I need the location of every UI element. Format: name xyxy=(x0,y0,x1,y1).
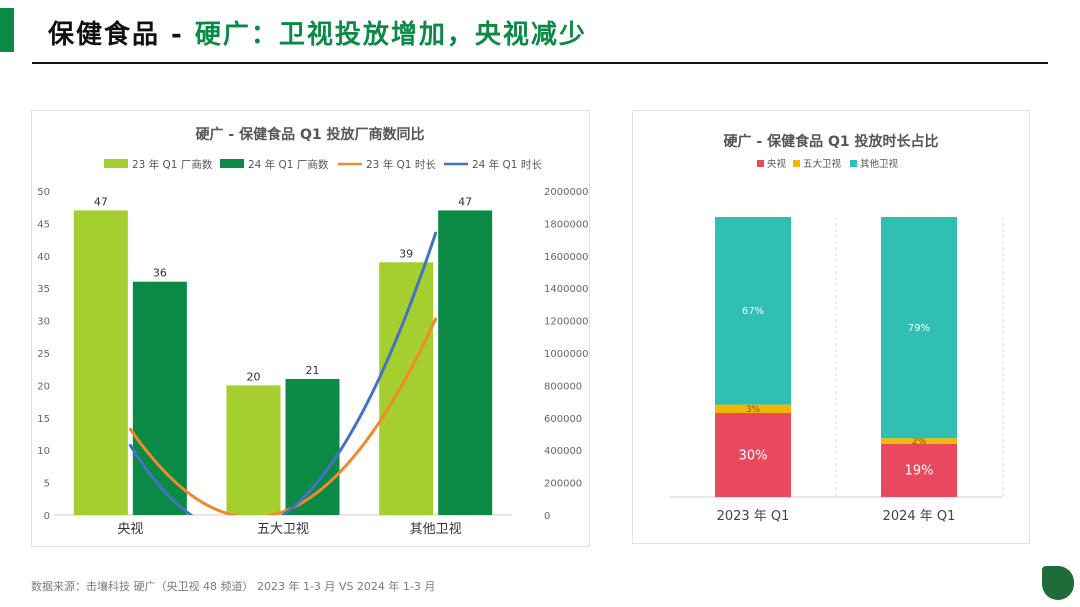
duration-share-chart-panel: 硬广 - 保健食品 Q1 投放时长占比央视 五大卫视 其他卫视 2023 年 Q1 30… xyxy=(632,110,1030,544)
y2-tick-label: 800000 xyxy=(544,381,582,392)
y-tick-label: 45 xyxy=(37,219,50,230)
segment-value-label: 2% xyxy=(912,437,927,447)
y-tick-label: 35 xyxy=(37,284,50,295)
legend-label: 24 年 Q1 时长 xyxy=(472,158,542,171)
legend-swatch xyxy=(850,160,857,167)
vendor-count-chart: 硬广 - 保健食品 Q1 投放厂商数同比 23 年 Q1 厂商数 24 年 Q1 厂… xyxy=(37,126,589,537)
bar xyxy=(438,210,493,515)
y-tick-label: 20 xyxy=(37,381,50,392)
stacked-segment xyxy=(881,438,957,444)
segment-value-label: 67% xyxy=(742,306,764,317)
y2-tick-label: 1800000 xyxy=(544,219,589,230)
segment-value-label: 19% xyxy=(905,464,934,479)
stacked-segment xyxy=(881,217,957,439)
y2-tick-label: 200000 xyxy=(544,479,582,490)
legend-swatch xyxy=(757,160,764,167)
y2-tick-label: 0 xyxy=(544,511,550,522)
bar xyxy=(285,378,340,515)
stacked-segment xyxy=(715,404,791,413)
y-tick-label: 10 xyxy=(37,446,50,457)
y2-tick-label: 1000000 xyxy=(544,349,589,360)
bar xyxy=(73,210,128,515)
bar-value-label: 47 xyxy=(94,195,108,208)
y2-tick-label: 1200000 xyxy=(544,317,589,328)
stacked-segment xyxy=(881,443,957,497)
legend-label: 23 年 Q1 厂商数 xyxy=(132,158,213,171)
page-title: 保健食品 - 硬广：卫视投放增加，央视减少 xyxy=(48,14,587,51)
y-tick-label: 5 xyxy=(44,479,50,490)
bar xyxy=(226,385,281,515)
page-title-main: 硬广：卫视投放增加，央视减少 xyxy=(194,20,587,50)
x-tick-label: 2023 年 Q1 xyxy=(717,509,790,524)
y-tick-label: 50 xyxy=(37,187,50,198)
y2-tick-label: 2000000 xyxy=(544,187,589,198)
segment-value-label: 79% xyxy=(908,323,930,334)
x-tick-label: 2024 年 Q1 xyxy=(883,509,956,524)
bar xyxy=(379,262,434,515)
segment-value-label: 30% xyxy=(739,448,768,463)
chart-title: 硬广 - 保健食品 Q1 投放厂商数同比 xyxy=(196,126,425,143)
y-tick-label: 15 xyxy=(37,414,50,425)
x-tick-label: 五大卫视 xyxy=(257,522,309,537)
y2-tick-label: 1400000 xyxy=(544,284,589,295)
legend-label: 其他卫视 xyxy=(860,158,899,170)
duration-line xyxy=(128,317,438,515)
y-tick-label: 25 xyxy=(37,349,50,360)
vendor-count-chart-panel: 硬广 - 保健食品 Q1 投放厂商数同比 23 年 Q1 厂商数 24 年 Q1 厂… xyxy=(31,110,590,547)
duration-line xyxy=(128,231,438,515)
y-tick-label: 40 xyxy=(37,252,50,263)
bar-value-label: 47 xyxy=(458,195,472,208)
legend-label: 央视 xyxy=(767,158,787,170)
legend-label: 五大卫视 xyxy=(803,158,842,170)
y2-tick-label: 1600000 xyxy=(544,252,589,263)
bar-value-label: 39 xyxy=(399,247,413,260)
y2-tick-label: 600000 xyxy=(544,414,582,425)
legend-label: 23 年 Q1 时长 xyxy=(366,158,436,171)
y2-tick-label: 400000 xyxy=(544,446,582,457)
brand-logo xyxy=(1042,566,1074,600)
x-tick-label: 央视 xyxy=(117,522,143,537)
segment-value-label: 3% xyxy=(746,405,761,415)
legend-swatch xyxy=(793,160,800,167)
bar-value-label: 36 xyxy=(153,267,167,280)
page-title-prefix: 保健食品 - xyxy=(48,20,195,50)
stacked-segment xyxy=(715,217,791,405)
legend-label: 24 年 Q1 厂商数 xyxy=(248,158,329,171)
bar-value-label: 21 xyxy=(306,364,320,377)
title-divider xyxy=(32,62,1048,64)
y-tick-label: 0 xyxy=(44,511,50,522)
data-source-note: 数据来源：击壤科技 硬广（央卫视 48 频道） 2023 年 1-3 月 VS … xyxy=(31,580,436,593)
bar xyxy=(132,281,187,515)
y-tick-label: 30 xyxy=(37,317,50,328)
bar-value-label: 20 xyxy=(247,370,261,383)
legend-swatch xyxy=(220,159,244,168)
stacked-segment xyxy=(715,413,791,497)
title-accent-bar xyxy=(0,8,14,52)
x-tick-label: 其他卫视 xyxy=(410,522,462,537)
chart-title: 硬广 - 保健食品 Q1 投放时长占比 xyxy=(724,133,939,150)
legend-swatch xyxy=(104,159,128,168)
